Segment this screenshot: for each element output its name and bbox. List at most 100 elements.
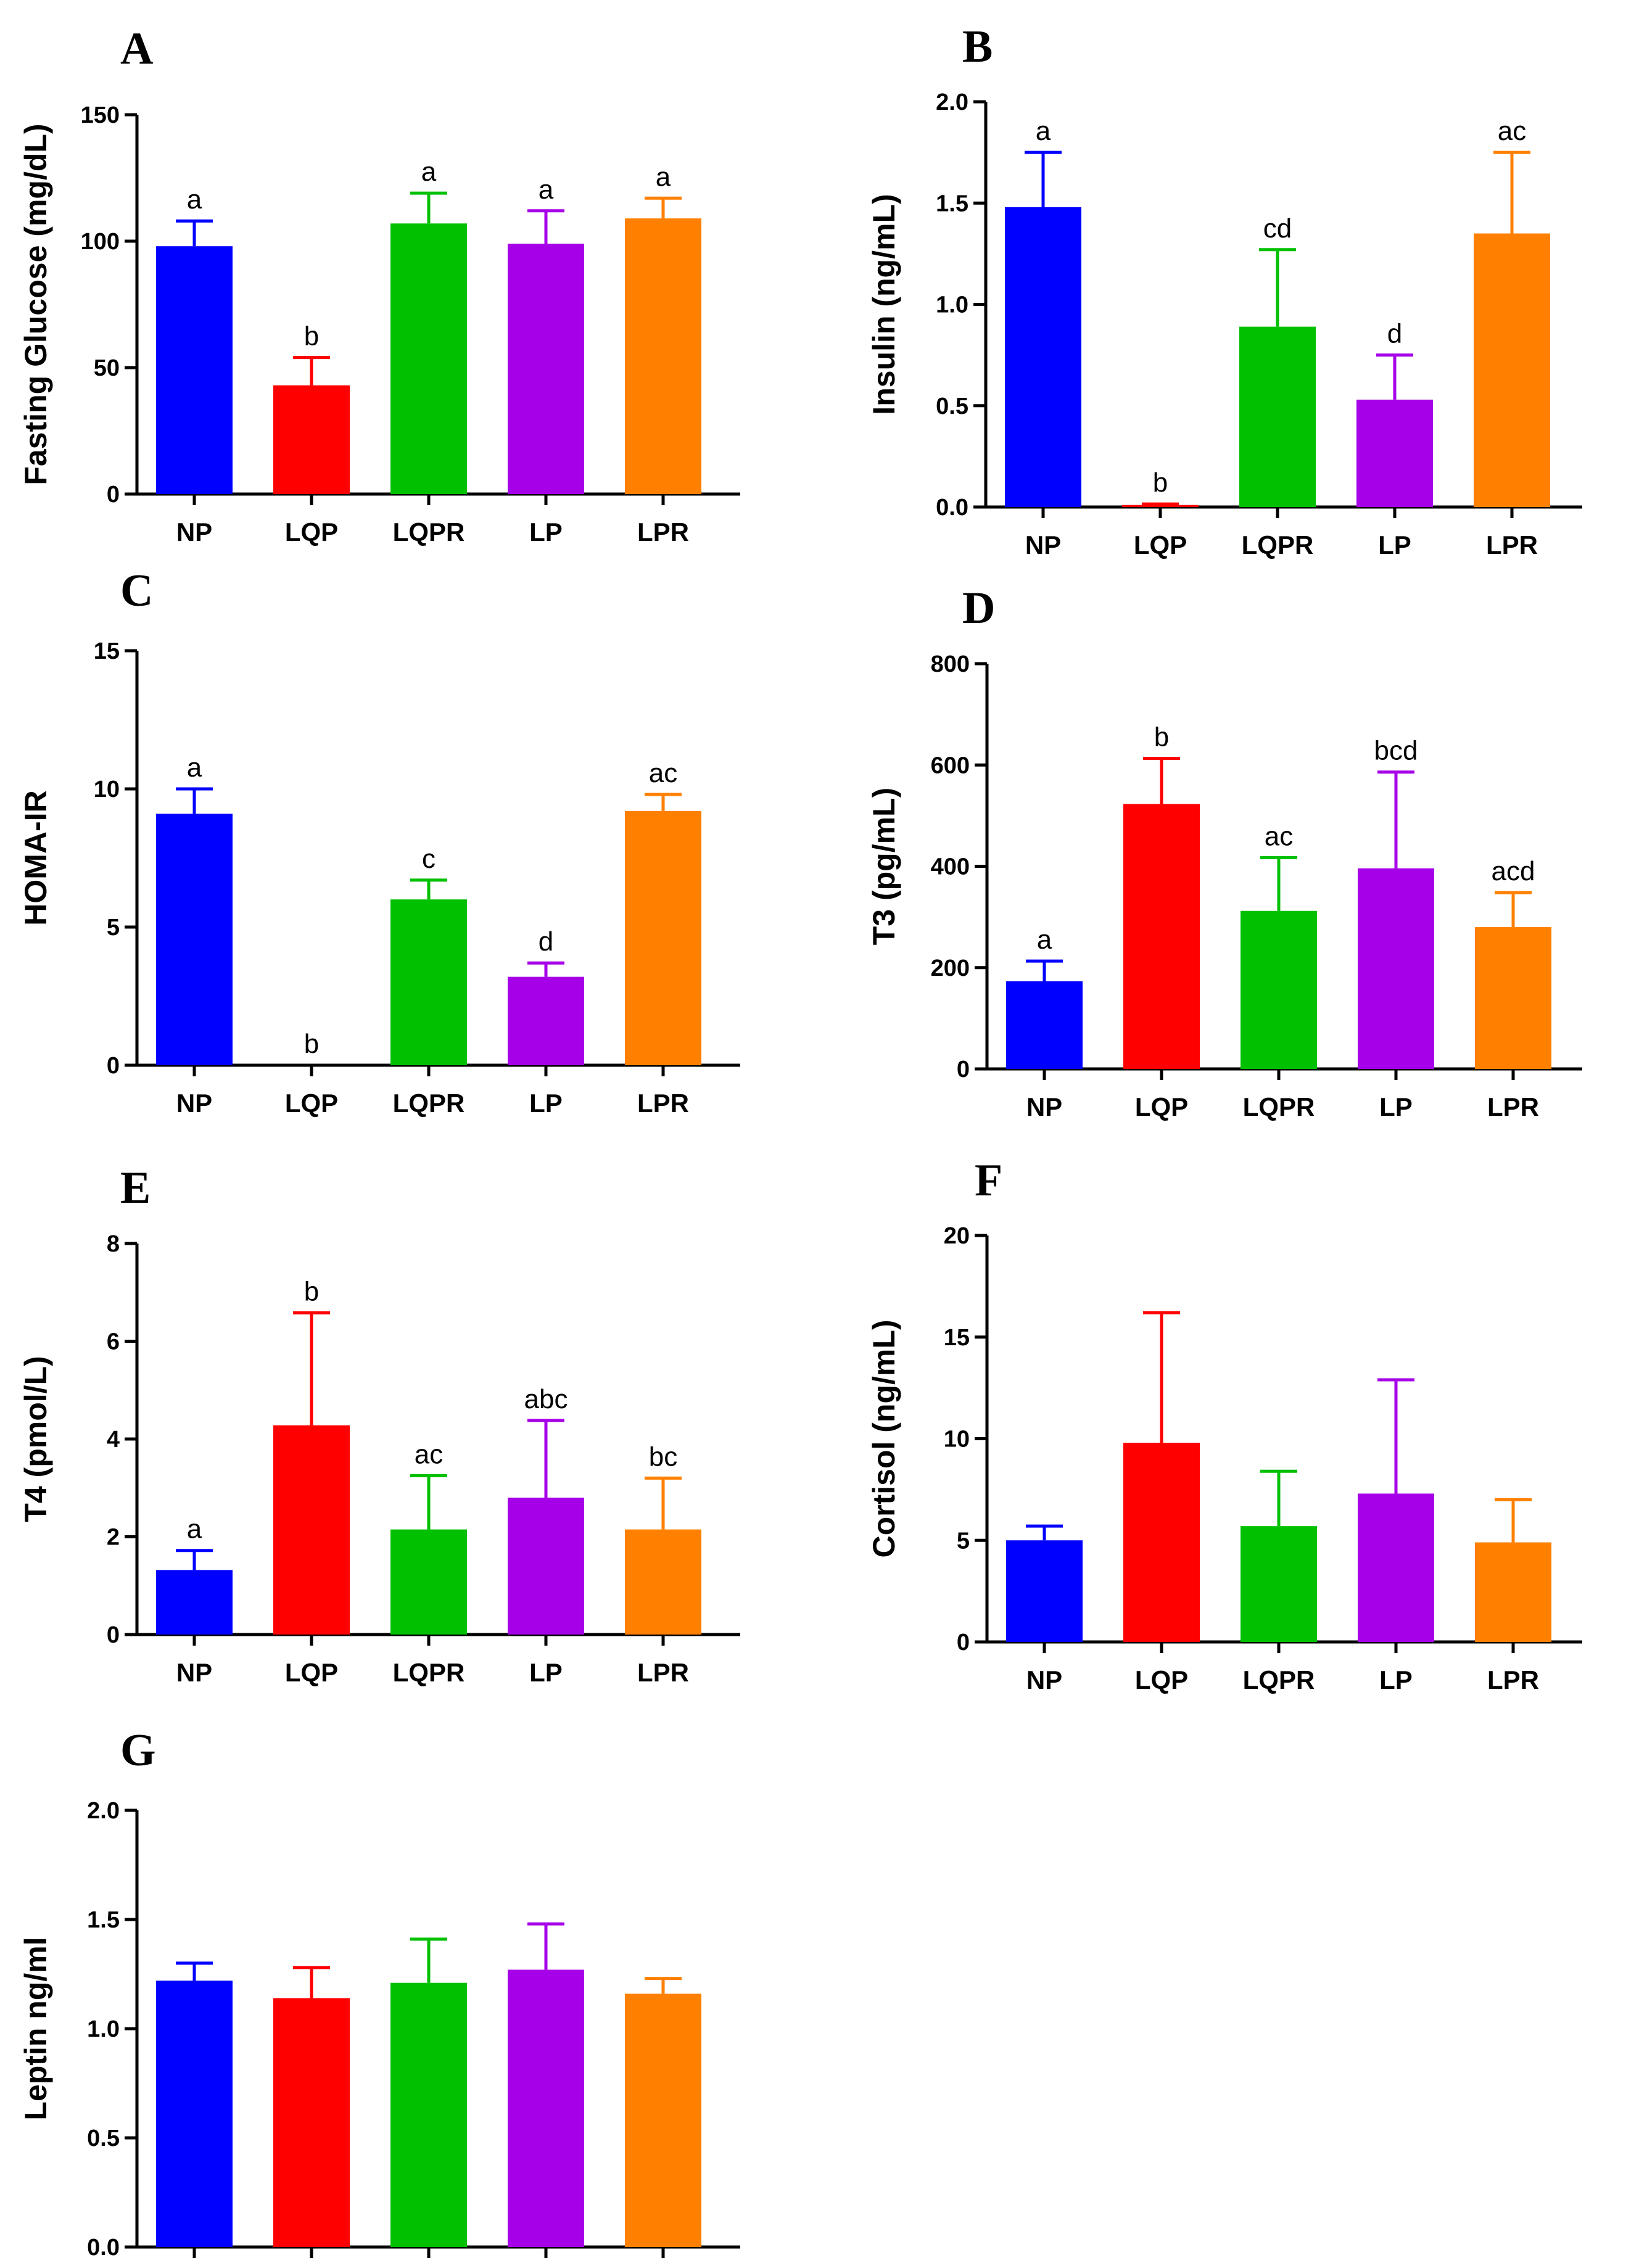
significance-label: a xyxy=(656,162,671,192)
y-tick-label: 0.0 xyxy=(936,495,968,521)
significance-label: ac xyxy=(1265,822,1293,852)
bar-lpr xyxy=(625,1994,701,2247)
y-axis-label: T4 (pmol/L) xyxy=(19,1356,53,1522)
bar-lp xyxy=(508,244,584,494)
significance-label: d xyxy=(1387,319,1402,349)
bar-lp xyxy=(508,1498,584,1635)
panel-a: A Fasting Glucose (mg/dL) 0 50 100 150 a NP b LQP… xyxy=(19,23,740,546)
x-tick-label: LQP xyxy=(1134,530,1187,559)
significance-label: a xyxy=(187,753,202,783)
significance-label: b xyxy=(304,1029,319,1059)
bar-lpr xyxy=(1475,927,1551,1069)
y-tick-label: 800 xyxy=(931,651,970,677)
panel-f: F Cortisol (ng/mL) 0 5 10 15 20 NP LQP LQPR LP LPR xyxy=(867,1155,1582,1694)
panel-e: E T4 (pmol/L) 0 2 4 6 8 a NP b LQP ac LQPR abc LP bc LPR xyxy=(19,1163,740,1687)
x-tick-label: LQP xyxy=(1135,1665,1188,1694)
x-tick-label: LQPR xyxy=(1243,1665,1315,1694)
x-tick-label: NP xyxy=(176,1658,212,1687)
significance-label: bc xyxy=(649,1441,677,1472)
x-tick-label: NP xyxy=(1026,1092,1062,1121)
bar-lpr xyxy=(1474,233,1550,507)
x-tick-label: LQPR xyxy=(393,518,465,546)
x-tick-label: LQP xyxy=(285,1089,338,1118)
x-tick-label: LPR xyxy=(637,1658,689,1687)
y-axis-label: T3 (pg/mL) xyxy=(867,788,901,946)
bar-np xyxy=(156,1981,233,2247)
bar-lqp xyxy=(273,1998,350,2247)
y-tick-label: 8 xyxy=(107,1231,120,1257)
bar-np xyxy=(156,1570,233,1635)
bar-np xyxy=(156,246,233,494)
y-axis-label: Insulin (ng/mL) xyxy=(867,194,901,414)
x-tick-label: LPR xyxy=(1486,530,1538,559)
y-tick-label: 15 xyxy=(94,638,120,664)
y-axis-label: Cortisol (ng/mL) xyxy=(867,1319,901,1557)
x-tick-label: LP xyxy=(1378,530,1411,559)
panel-label: D xyxy=(962,583,995,633)
x-tick-label: LP xyxy=(529,1089,563,1118)
significance-label: cd xyxy=(1263,213,1292,244)
y-tick-label: 2.0 xyxy=(936,89,968,115)
panel-b: B Insulin (ng/mL) 0.0 0.5 1.0 1.5 2.0 a NP b LQP cd… xyxy=(867,22,1582,559)
significance-label: a xyxy=(187,184,202,215)
bar-lqp xyxy=(1123,804,1200,1069)
y-tick-label: 2 xyxy=(107,1525,120,1551)
bar-lpr xyxy=(625,218,701,494)
bar-lp xyxy=(1358,1493,1434,1642)
bar-np xyxy=(156,814,233,1065)
bar-lqpr xyxy=(390,1982,467,2247)
x-tick-label: LQPR xyxy=(393,1658,465,1687)
y-tick-label: 200 xyxy=(931,955,970,981)
x-tick-label: LP xyxy=(529,518,563,546)
x-tick-label: NP xyxy=(1025,530,1061,559)
bar-lpr xyxy=(625,1529,701,1635)
bar-lpr xyxy=(1475,1542,1551,1642)
bar-np xyxy=(1006,1540,1083,1642)
y-tick-label: 1.5 xyxy=(936,191,968,216)
panel-label: C xyxy=(120,566,153,616)
x-tick-label: LPR xyxy=(1487,1665,1539,1694)
y-tick-label: 0 xyxy=(107,482,120,508)
significance-label: a xyxy=(421,157,437,187)
bar-lqp xyxy=(273,385,350,494)
significance-label: b xyxy=(1153,468,1168,498)
significance-label: a xyxy=(187,1514,202,1544)
y-tick-label: 100 xyxy=(81,229,120,255)
y-tick-label: 1.0 xyxy=(936,292,968,318)
y-axis-label: Fasting Glucose (mg/dL) xyxy=(19,123,53,485)
significance-label: ac xyxy=(649,758,677,788)
panel-c: C HOMA-IR 0 5 10 15 a NP b LQP c LQPR d LP ac LPR xyxy=(19,566,740,1118)
significance-label: c xyxy=(422,844,436,874)
significance-label: abc xyxy=(524,1384,568,1414)
significance-label: a xyxy=(1037,925,1052,955)
y-tick-label: 0 xyxy=(957,1057,970,1082)
y-axis-label: HOMA-IR xyxy=(19,790,53,925)
x-tick-label: NP xyxy=(1026,1665,1062,1694)
y-tick-label: 15 xyxy=(944,1325,970,1351)
x-tick-label: LQP xyxy=(1135,1092,1188,1121)
y-tick-label: 0 xyxy=(107,1622,120,1648)
y-tick-label: 600 xyxy=(931,753,970,778)
significance-label: a xyxy=(1036,116,1051,146)
y-tick-label: 0.0 xyxy=(87,2235,120,2261)
significance-label: b xyxy=(304,321,319,352)
y-tick-label: 400 xyxy=(931,854,970,880)
bar-lqpr xyxy=(1241,1526,1317,1642)
y-tick-label: 0 xyxy=(107,1053,120,1079)
x-tick-label: LP xyxy=(1379,1665,1413,1694)
y-tick-label: 2.0 xyxy=(87,1798,120,1824)
y-tick-label: 150 xyxy=(81,102,120,128)
y-tick-label: 0.5 xyxy=(936,394,968,419)
x-tick-label: LQP xyxy=(285,518,338,546)
y-tick-label: 4 xyxy=(107,1427,120,1453)
x-tick-label: LQPR xyxy=(393,1089,465,1118)
x-tick-label: NP xyxy=(176,518,212,546)
bar-lqpr xyxy=(1241,910,1317,1069)
bar-lp xyxy=(1356,399,1433,507)
x-tick-label: NP xyxy=(176,1089,212,1118)
y-tick-label: 5 xyxy=(957,1528,970,1554)
bar-lpr xyxy=(625,810,701,1065)
y-tick-label: 10 xyxy=(94,777,120,802)
x-tick-label: LP xyxy=(1379,1092,1413,1121)
